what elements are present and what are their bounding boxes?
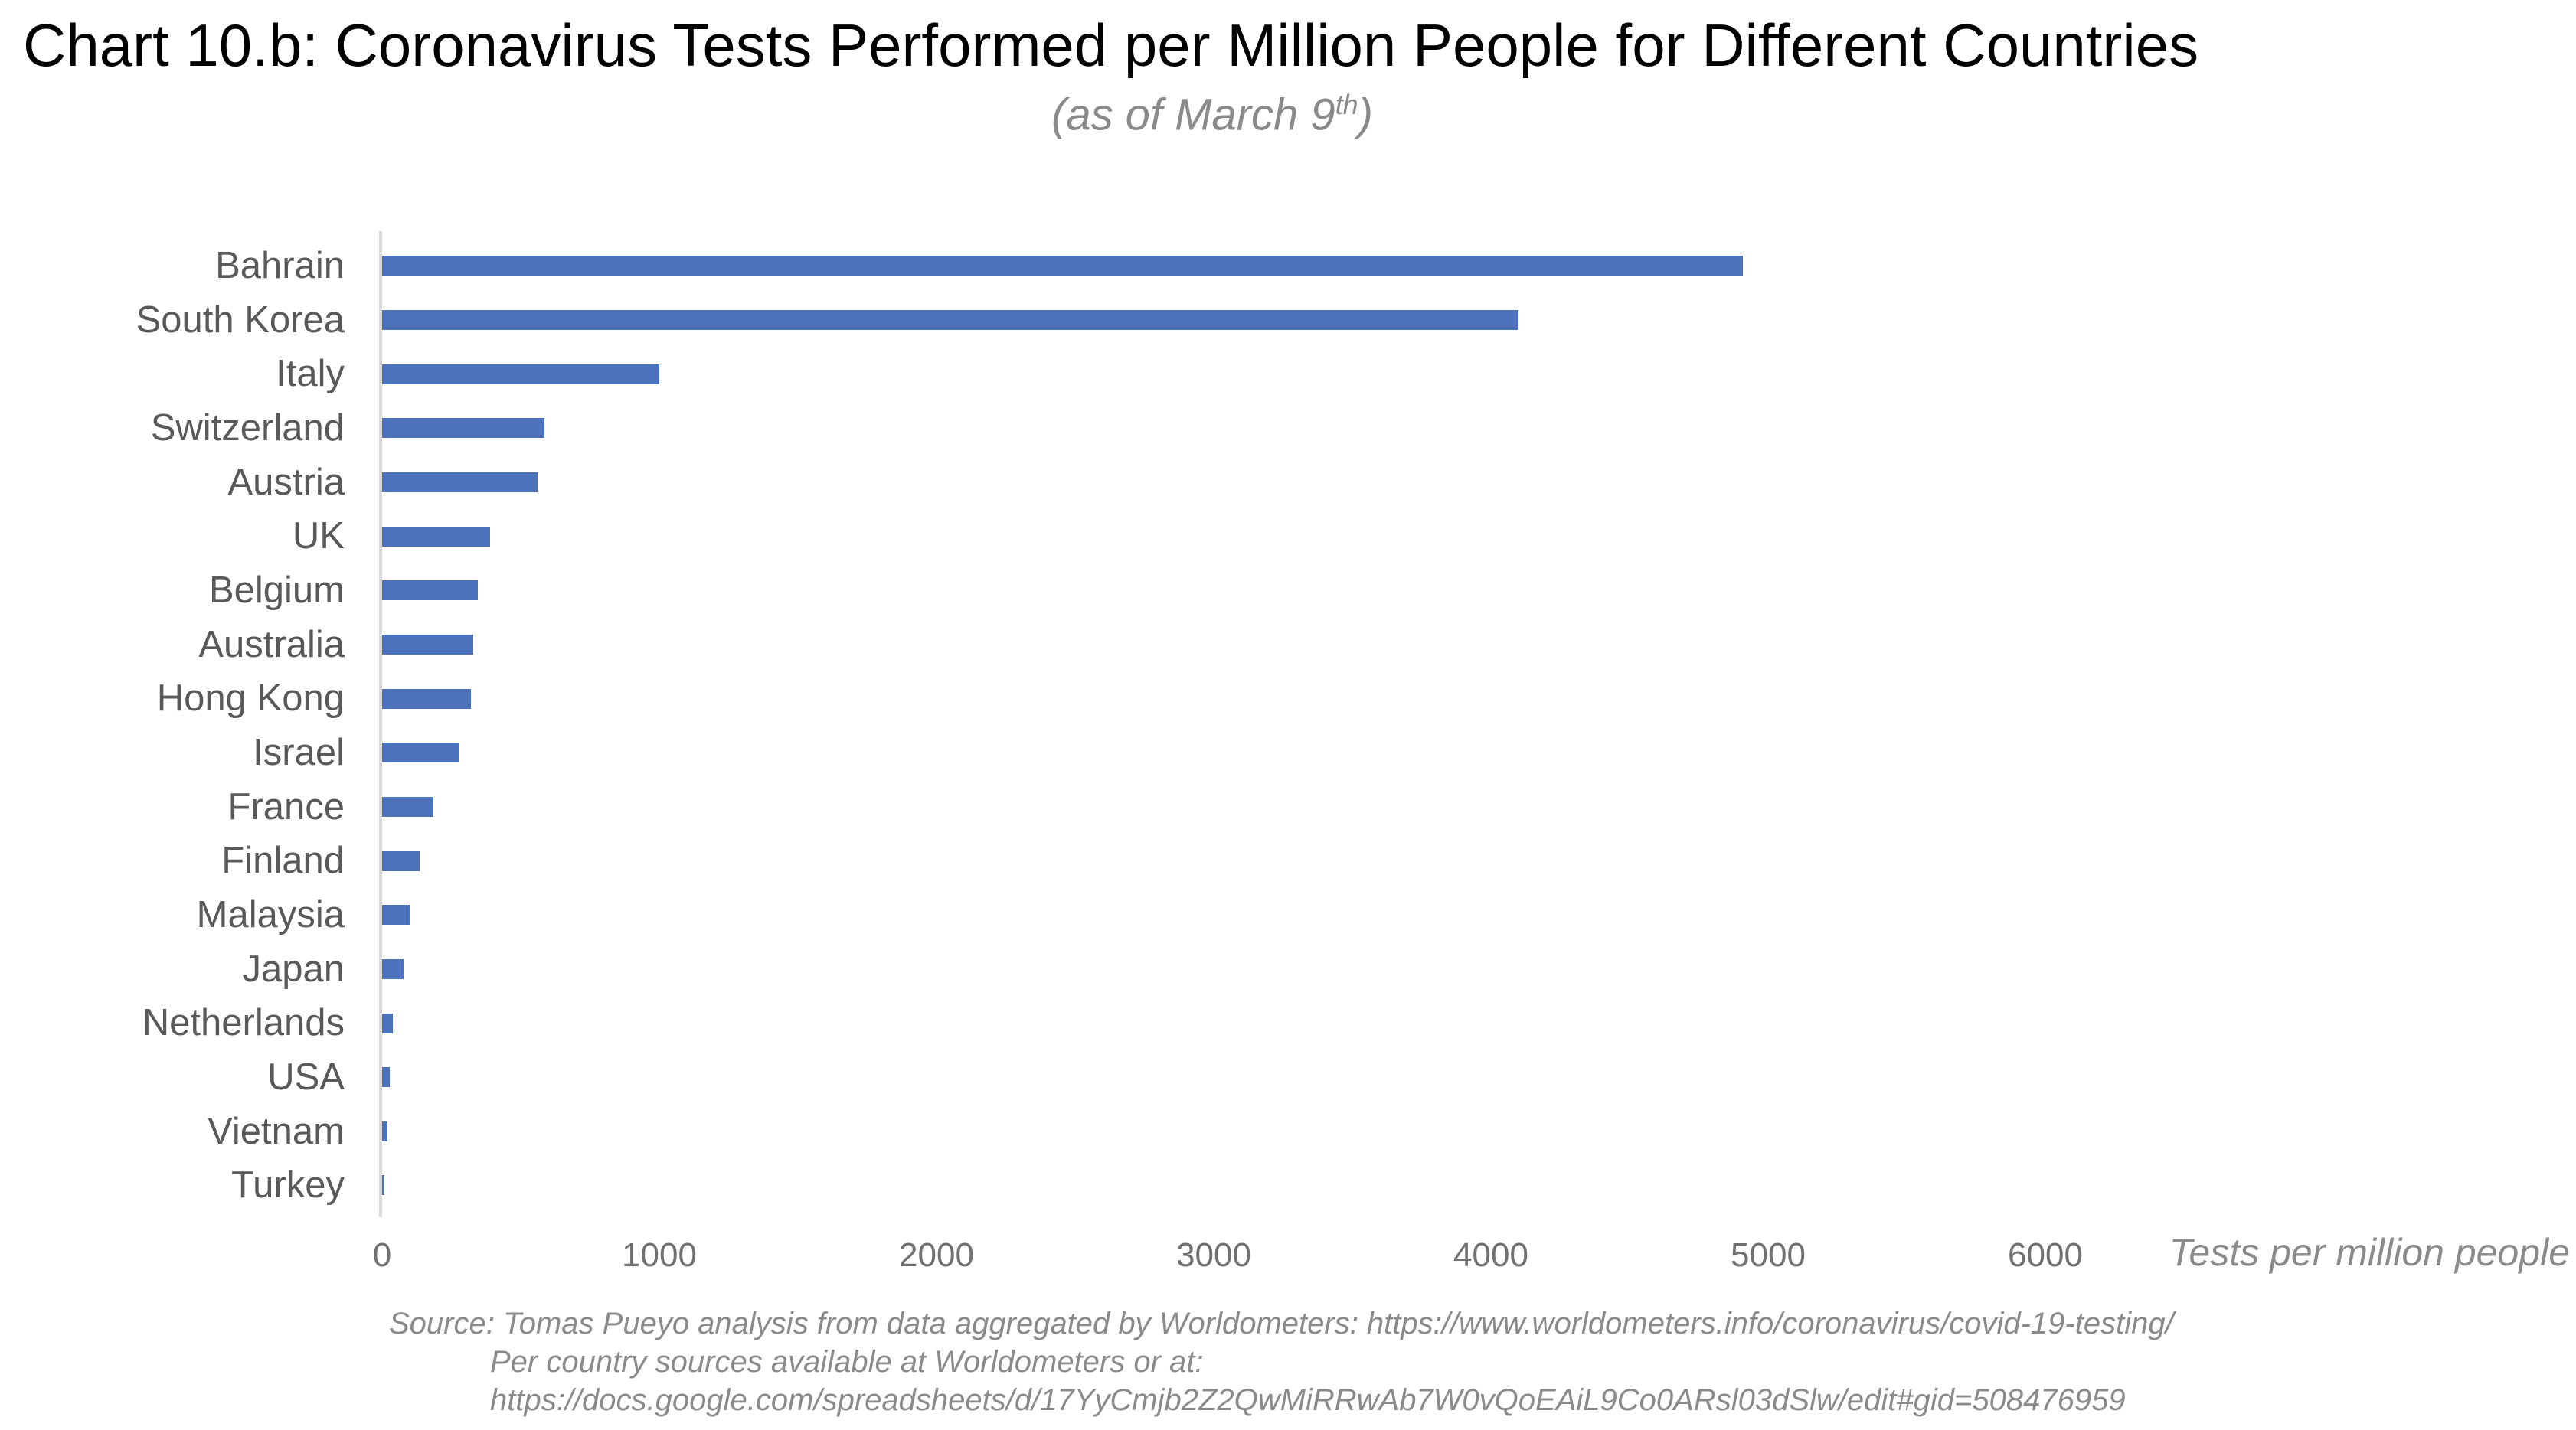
bar <box>382 526 491 547</box>
x-axis-ticks: 0 1000 2000 3000 4000 5000 6000 <box>373 1234 2083 1277</box>
bar <box>382 958 404 979</box>
category-label: South Korea <box>136 299 345 341</box>
category-label: Australia <box>198 623 345 665</box>
bar-row <box>382 671 2045 726</box>
category-label: USA <box>267 1056 345 1098</box>
source-note: Source: Tomas Pueyo analysis from data a… <box>0 1304 2576 1419</box>
bar <box>382 1067 391 1088</box>
category-label: Bahrain <box>215 245 345 286</box>
bar <box>382 688 471 709</box>
chart-subtitle-close: ) <box>1358 90 1373 140</box>
bar <box>382 796 433 817</box>
category-label: Israel <box>253 731 345 773</box>
category-label: Austria <box>227 461 345 503</box>
chart-subtitle-superscript: th <box>1335 89 1358 120</box>
bar <box>382 634 474 655</box>
bar <box>382 364 659 384</box>
category-label: Belgium <box>208 569 345 611</box>
bar <box>382 256 1744 276</box>
bar-row <box>382 996 2045 1050</box>
chart-subtitle: (as of March 9th) <box>381 89 2044 140</box>
bar <box>382 905 410 926</box>
x-tick-label: 6000 <box>2008 1236 2083 1274</box>
x-axis-label: Tests per million people <box>2169 1231 2570 1274</box>
bar <box>382 418 544 439</box>
category-label: Netherlands <box>142 1002 345 1044</box>
x-tick-label: 0 <box>372 1236 392 1274</box>
bars <box>382 239 2045 1213</box>
bar-row <box>382 239 2045 293</box>
bar-row <box>382 401 2045 455</box>
x-tick-label: 5000 <box>1731 1236 1806 1274</box>
chart-title: Chart 10.b: Coronavirus Tests Performed … <box>23 11 2199 79</box>
source-line-2: Per country sources available at Worldom… <box>490 1345 1204 1379</box>
bar-row <box>382 888 2045 942</box>
bar-row <box>382 347 2045 401</box>
bar <box>382 1013 393 1033</box>
bar-row <box>382 563 2045 618</box>
bar <box>382 309 1519 330</box>
source-line-1: Source: Tomas Pueyo analysis from data a… <box>389 1307 2174 1340</box>
bar-row <box>382 1050 2045 1105</box>
category-label: Malaysia <box>196 893 345 935</box>
x-tick-label: 3000 <box>1176 1236 1251 1274</box>
category-label: Japan <box>242 948 345 990</box>
bar-row <box>382 780 2045 834</box>
bar <box>382 743 460 763</box>
bar-row <box>382 618 2045 672</box>
category-label: Hong Kong <box>156 677 345 720</box>
x-tick-label: 2000 <box>899 1236 974 1274</box>
bar-row <box>382 942 2045 997</box>
y-axis-line <box>379 231 382 1217</box>
bar-row <box>382 509 2045 563</box>
category-label: UK <box>292 515 345 557</box>
x-tick-label: 4000 <box>1453 1236 1528 1274</box>
bar-row <box>382 834 2045 888</box>
chart-subtitle-text: (as of March 9 <box>1051 90 1335 140</box>
bar-row <box>382 455 2045 510</box>
bar <box>382 850 420 871</box>
bar <box>382 472 538 492</box>
category-label: France <box>227 785 345 828</box>
bar <box>382 580 478 601</box>
category-labels: Bahrain South Korea Italy Switzerland Austri… <box>0 239 345 1213</box>
category-label: Switzerland <box>150 406 345 449</box>
category-label: Finland <box>221 840 345 882</box>
bar <box>382 1121 388 1141</box>
category-label: Italy <box>276 353 345 395</box>
bar <box>382 1175 384 1196</box>
bar-row <box>382 293 2045 348</box>
category-label: Vietnam <box>208 1110 345 1152</box>
bar-row <box>382 1158 2045 1213</box>
bar-row <box>382 1105 2045 1159</box>
source-line-3: https://docs.google.com/spreadsheets/d/1… <box>490 1383 2126 1417</box>
category-label: Turkey <box>231 1164 345 1206</box>
bar-row <box>382 726 2045 780</box>
x-tick-label: 1000 <box>622 1236 697 1274</box>
